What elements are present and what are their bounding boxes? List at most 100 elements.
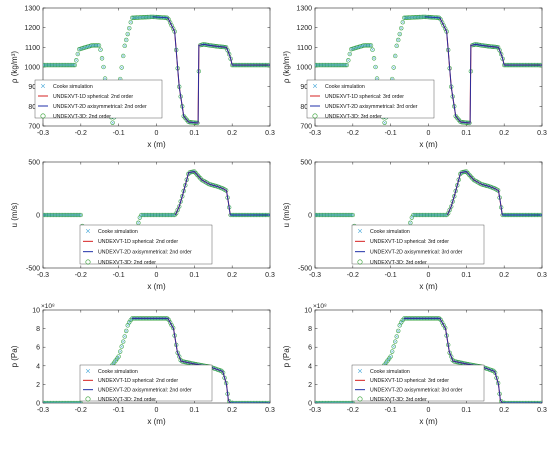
data-point [46,400,52,403]
data-point [100,56,104,60]
data-point [327,400,333,403]
data-point [63,212,68,218]
data-point [318,212,324,218]
data-point [523,400,528,403]
data-point [334,62,339,68]
legend: Cooke simulation UNDEXVT-1D spherical: 2n… [34,79,163,120]
legend-box [306,79,435,119]
data-point [98,47,103,52]
data-point [74,58,79,63]
data-point [66,62,71,68]
data-point [330,400,336,403]
legend-entry-label: UNDEXVT-2D axisymmetrical: 2nd order [98,249,192,255]
data-point [78,212,84,218]
x-tick-label: 0.1 [189,407,199,414]
data-point [237,400,242,403]
data-point [348,213,352,217]
y-tick-label: 10 [32,308,40,315]
data-point [60,400,65,403]
data-point [236,400,241,403]
legend-entry-label: Cooke simulation [98,369,138,375]
data-point [93,43,99,48]
chart-panel-p-2nd: -0.3 -0.2 -0.1 0 0.1 0.2 0.3 0 2 4 6 8 10 x (m) p (Pa)… [10,303,275,426]
legend-entry-label: Cooke simulation [325,84,365,90]
x-axis-label: x (m) [419,417,438,426]
y-axis-label: ρ (kg/m³) [10,51,19,83]
data-point [344,62,349,68]
data-point [112,361,116,365]
data-point [48,400,53,403]
data-point [320,401,325,403]
data-point [51,212,56,218]
data-point [392,65,396,70]
data-point [506,400,511,403]
y-tick-label: 1100 [297,45,312,52]
data-point [148,213,153,217]
data-point [505,400,510,403]
legend: Cooke simulation UNDEXVT-1D spherical: 3r… [351,224,485,266]
data-point [507,401,511,403]
data-point [373,65,378,69]
data-point [324,62,330,68]
data-point [343,213,347,217]
y-tick-label: 900 [300,84,312,91]
data-point [498,52,504,57]
data-point [148,212,153,218]
data-point [434,213,438,217]
data-point [410,215,414,220]
y-tick-label: 900 [28,84,40,91]
data-point [169,212,174,218]
data-point [115,356,119,361]
data-point [264,400,270,403]
x-tick-label: -0.1 [113,407,125,414]
data-point [117,354,121,359]
data-point [144,213,148,217]
data-point [395,44,399,48]
data-point [315,62,318,68]
data-point [266,401,270,403]
series-line [447,171,542,216]
data-point [95,43,100,48]
data-point [395,334,399,339]
x-tick-label: -0.1 [385,407,397,414]
legend-entry-label: UNDEXVT-1D spherical: 2nd order [53,94,133,100]
x-tick-label: 0 [427,130,431,137]
legend-cross-swatch [312,83,318,89]
data-point [427,212,433,218]
series-2 [424,16,542,124]
data-point [375,76,379,81]
data-point [79,213,83,217]
data-point [121,53,126,59]
data-point [414,212,419,218]
data-point [396,328,401,334]
legend-entry-label: UNDEXVT-1D spherical: 2nd order [98,239,178,245]
data-point [325,213,329,217]
data-point [114,359,118,363]
y-tick-label: 10 [304,308,312,315]
data-point [347,212,352,218]
data-point [330,213,334,217]
data-point [337,400,342,403]
legend-entry-label: UNDEXVT-2D axisymmetrical: 3rd order [370,249,463,255]
legend-circle-swatch [312,113,318,119]
x-tick-label: -0.1 [113,272,125,279]
data-point [154,212,159,218]
data-point [260,400,265,403]
legend-cross-swatch [85,368,91,374]
data-point [326,400,331,403]
data-point [58,212,64,218]
data-point [517,400,522,403]
x-tick-label: -0.3 [309,130,321,137]
data-point [98,48,103,52]
data-point [315,400,318,403]
data-point [512,400,517,403]
data-point [429,213,434,217]
data-point [315,62,319,68]
data-point [390,349,394,354]
data-point [69,400,74,403]
data-point [317,400,322,403]
y-tick-label: 8 [36,326,40,333]
data-point [62,212,67,218]
legend-cross-swatch [85,228,91,234]
legend: Cooke simulation UNDEXVT-1D spherical: 3r… [306,79,435,120]
